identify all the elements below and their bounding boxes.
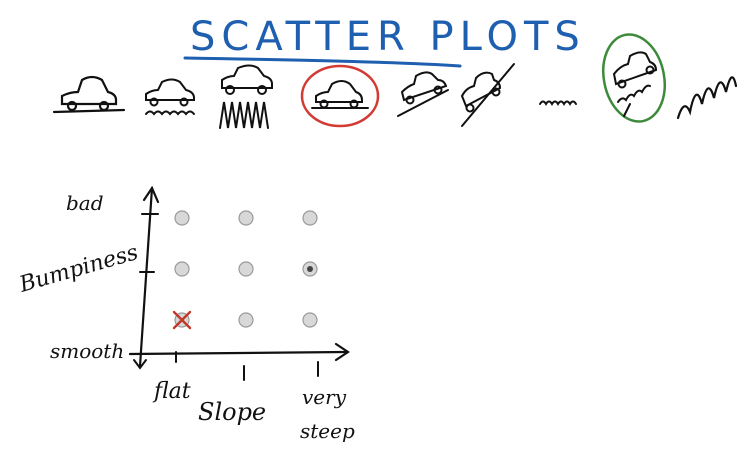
scatter-point <box>302 261 318 277</box>
scatter-point <box>174 261 190 277</box>
scatter-point <box>302 210 318 226</box>
y-axis-origin-tail <box>133 359 147 370</box>
x-tick-label-flat: flat <box>152 379 191 404</box>
scatter-chart: bad smooth flat very steep Bumpiness Slop… <box>16 185 355 443</box>
y-axis-arrowhead <box>142 185 160 204</box>
x-axis-arrowhead <box>334 342 350 362</box>
big-squiggle-icon <box>676 76 738 120</box>
scatter-point <box>238 210 254 226</box>
y-tick-label-bad: bad <box>66 191 104 215</box>
scatter-points <box>172 210 318 330</box>
flat-very-bumpy-car-icon <box>219 64 273 129</box>
flat-bumpy-car-icon <box>145 78 195 116</box>
scatter-point <box>238 312 254 328</box>
scatter-point-x-marker <box>172 310 192 330</box>
y-axis <box>138 186 154 368</box>
terrain-sketches <box>52 33 738 129</box>
y-axis-label: Bumpiness <box>16 240 141 298</box>
gentle-slope-car-icon <box>397 71 449 117</box>
title-underline <box>183 56 462 68</box>
scatter-point <box>302 312 318 328</box>
x-tick-label-very-steep: very steep <box>300 385 355 443</box>
scatter-point <box>238 261 254 277</box>
flat-smooth-car-icon <box>52 75 126 114</box>
scatter-point <box>174 210 190 226</box>
steep-bumpy-car-icon-highlighted <box>602 33 666 123</box>
page-title: SCATTER PLOTS <box>190 14 586 60</box>
x-axis-label: Slope <box>198 398 266 426</box>
y-tick-label-smooth: smooth <box>50 339 124 363</box>
flat-smooth-car-icon-highlighted <box>300 64 380 128</box>
squiggle-icon <box>539 100 577 106</box>
x-axis <box>128 350 348 356</box>
steep-slope-car-icon <box>460 63 515 127</box>
